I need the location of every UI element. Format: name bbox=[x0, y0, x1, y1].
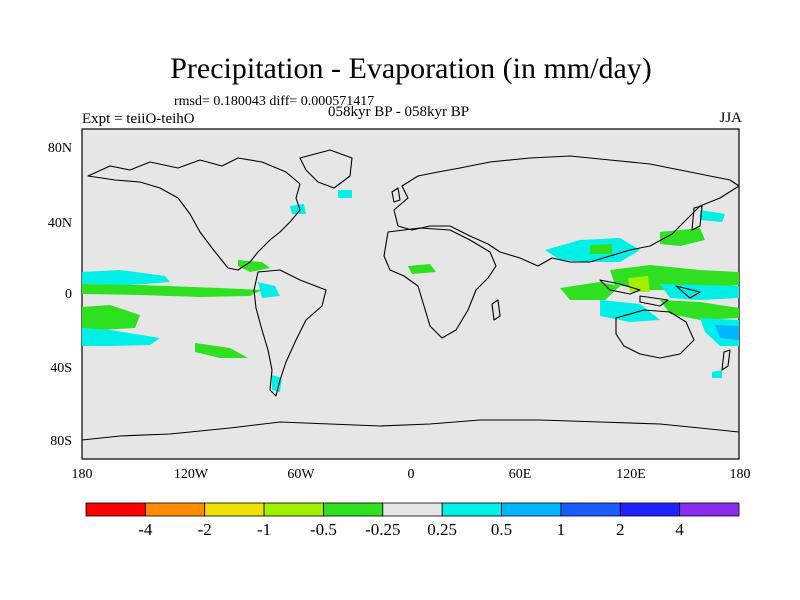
colorbar-label-6: 0.5 bbox=[490, 520, 513, 539]
colorbar-box-1 bbox=[144, 502, 206, 517]
x-tick-60e: 60E bbox=[508, 467, 532, 482]
x-tick-120w: 120W bbox=[173, 467, 209, 482]
y-tick-40n: 40N bbox=[47, 216, 72, 231]
stats-text: rmsd= 0.180043 diff= 0.000571417 bbox=[174, 94, 375, 109]
colorbar-box-10 bbox=[679, 502, 740, 517]
colorbar-box-9 bbox=[619, 502, 681, 517]
season-label: JJA bbox=[719, 110, 742, 126]
colorbar-box-2 bbox=[204, 502, 265, 517]
colorbar bbox=[85, 502, 740, 517]
y-tick-40s: 40S bbox=[50, 361, 72, 376]
colorbar-label-7: 1 bbox=[556, 520, 566, 539]
anomaly-shading bbox=[82, 190, 739, 392]
x-tick-180w: 180 bbox=[71, 467, 93, 482]
map-title: Precipitation - Evaporation (in mm/day) bbox=[170, 52, 652, 85]
colorbar-box-0 bbox=[85, 502, 146, 517]
colorbar-box-6 bbox=[441, 502, 502, 517]
colorbar-label-0: -4 bbox=[138, 520, 153, 539]
periods-label: 058kyr BP - 058kyr BP bbox=[328, 104, 470, 120]
coastlines bbox=[81, 149, 740, 441]
colorbar-label-5: 0.25 bbox=[427, 520, 458, 539]
colorbar-label-8: 2 bbox=[616, 520, 625, 539]
y-tick-80n: 80N bbox=[47, 141, 72, 156]
colorbar-label-9: 4 bbox=[675, 520, 684, 539]
colorbar-label-1: -2 bbox=[197, 520, 212, 539]
colorbar-box-5 bbox=[382, 502, 443, 517]
x-tick-180e: 180 bbox=[729, 467, 751, 482]
x-tick-0: 0 bbox=[407, 467, 415, 482]
x-tick-120e: 120E bbox=[616, 467, 646, 482]
colorbar-box-7 bbox=[501, 502, 562, 517]
colorbar-box-4 bbox=[323, 502, 384, 517]
colorbar-box-8 bbox=[560, 502, 621, 517]
map-panel bbox=[81, 128, 740, 460]
y-tick-0: 0 bbox=[65, 287, 72, 302]
colorbar-label-2: -1 bbox=[256, 520, 272, 539]
colorbar-label-4: -0.25 bbox=[365, 520, 401, 539]
x-tick-60w: 60W bbox=[287, 467, 315, 482]
colorbar-box-3 bbox=[263, 502, 324, 517]
experiment-label: Expt = teiiO-teihO bbox=[82, 111, 195, 127]
y-tick-80s: 80S bbox=[50, 434, 72, 449]
colorbar-label-3: -0.5 bbox=[309, 520, 337, 539]
